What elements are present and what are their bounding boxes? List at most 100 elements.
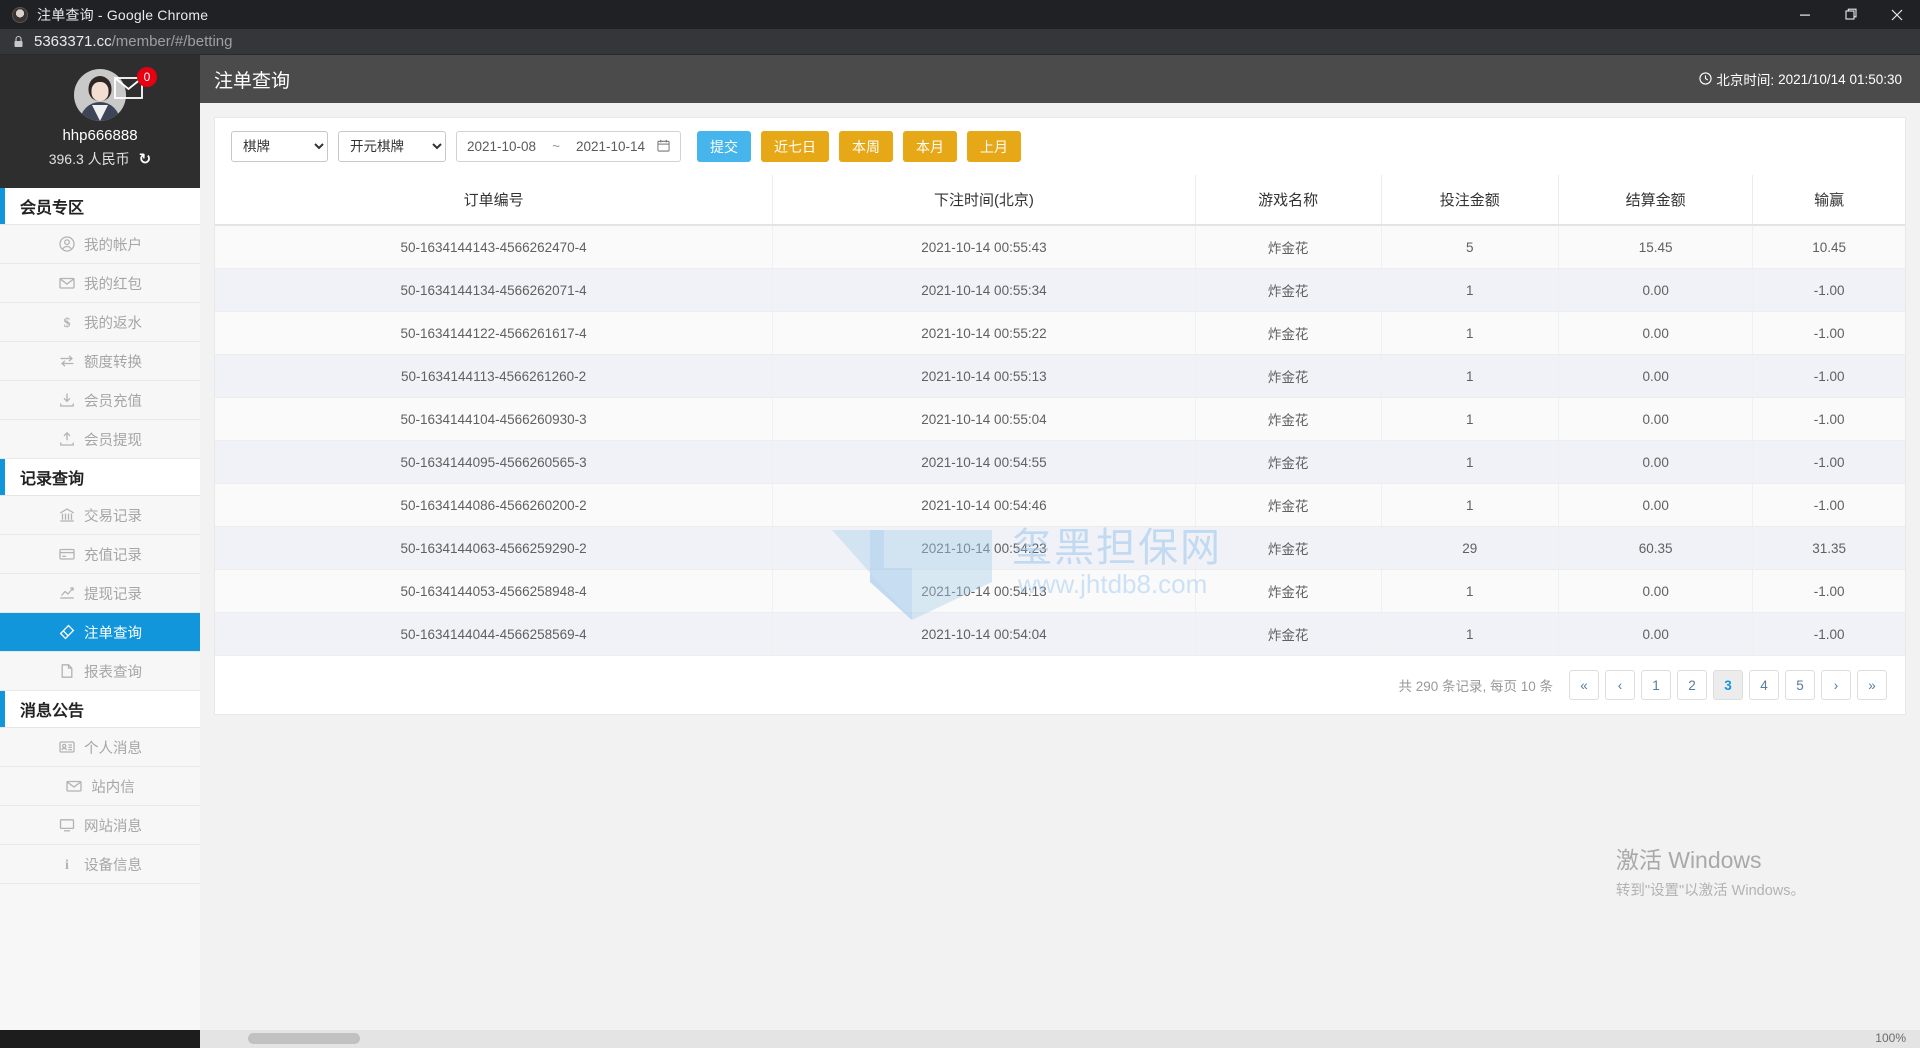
sidebar-item-label: 充值记录 <box>84 547 142 564</box>
address-host: 5363371.cc <box>34 33 112 50</box>
sidebar-item-label: 我的帐户 <box>84 237 142 254</box>
cell-order: 50-1634144143-4566262470-4 <box>215 225 774 269</box>
page-title: 注单查询 <box>214 70 291 92</box>
page-prev[interactable]: ‹ <box>1605 670 1635 700</box>
page-next[interactable]: › <box>1821 670 1851 700</box>
dollar-icon: $ <box>58 314 75 331</box>
table-row[interactable]: 50-1634144095-4566260565-3 2021-10-14 00:… <box>215 440 1905 484</box>
sidebar-group-title: 记录查询 <box>0 459 200 496</box>
sidebar-item-1-2[interactable]: 我的红包 <box>0 264 200 303</box>
sidebar-item-3-2[interactable]: 站内信 <box>0 767 200 806</box>
record-summary: 共 290 条记录, 每页 10 条 <box>1398 679 1553 694</box>
sidebar-item-label: 我的红包 <box>84 276 142 293</box>
quick-range-last-month[interactable]: 上月 <box>967 131 1021 162</box>
sidebar-item-3-4[interactable]: i 设备信息 <box>0 845 200 884</box>
table-row[interactable]: 50-1634144104-4566260930-3 2021-10-14 00:… <box>215 397 1905 441</box>
sidebar-item-1-3[interactable]: $ 我的返水 <box>0 303 200 342</box>
cell-order: 50-1634144104-4566260930-3 <box>215 397 774 441</box>
minimize-icon[interactable] <box>1782 0 1828 29</box>
address-text[interactable]: 5363371.cc/member/#/betting <box>34 33 232 50</box>
date-range-input[interactable]: 2021-10-08 ~ 2021-10-14 <box>456 131 681 162</box>
cell-settle: 0.00 <box>1558 268 1754 312</box>
page-number-2[interactable]: 2 <box>1677 670 1707 700</box>
cell-settle: 0.00 <box>1558 612 1754 656</box>
page-last[interactable]: » <box>1857 670 1887 700</box>
column-header-settle[interactable]: 结算金额 <box>1558 175 1754 226</box>
page-number-5[interactable]: 5 <box>1785 670 1815 700</box>
table-header-row: 订单编号 下注时间(北京) 游戏名称 投注金额 结算金额 输赢 <box>215 175 1905 226</box>
close-icon[interactable] <box>1874 0 1920 29</box>
column-header-game[interactable]: 游戏名称 <box>1195 175 1382 226</box>
browser-address-bar[interactable]: 5363371.cc/member/#/betting <box>0 29 1920 55</box>
browser-titlebar: 注单查询 - Google Chrome <box>0 0 1920 29</box>
sidebar-item-2-3[interactable]: 提现记录 <box>0 574 200 613</box>
sidebar-item-3-1[interactable]: 个人消息 <box>0 728 200 767</box>
bottom-scrollbar[interactable]: 100% <box>0 1030 1920 1048</box>
card-icon <box>58 546 75 563</box>
cell-winlose: -1.00 <box>1752 354 1905 398</box>
quick-range-this-month[interactable]: 本月 <box>903 131 957 162</box>
address-path: /member/#/betting <box>111 33 233 50</box>
table-row[interactable]: 50-1634144086-4566260200-2 2021-10-14 00:… <box>215 483 1905 527</box>
refresh-icon[interactable]: ↻ <box>138 151 152 168</box>
sidebar-item-2-2[interactable]: 充值记录 <box>0 535 200 574</box>
page-number-3[interactable]: 3 <box>1713 670 1743 700</box>
sidebar-item-3-3[interactable]: 网站消息 <box>0 806 200 845</box>
sidebar-item-1-6[interactable]: 会员提现 <box>0 420 200 459</box>
mail-badge: 0 <box>137 67 157 87</box>
sidebar-item-2-4[interactable]: 注单查询 <box>0 613 200 652</box>
cell-bet: 1 <box>1381 354 1560 398</box>
quick-range-last7[interactable]: 近七日 <box>761 131 829 162</box>
column-header-bet[interactable]: 投注金额 <box>1381 175 1560 226</box>
cell-time: 2021-10-14 00:55:13 <box>772 354 1196 398</box>
submit-button[interactable]: 提交 <box>697 131 751 162</box>
table-footer: 共 290 条记录, 每页 10 条 «‹ 1 2 3 4 5 ›» <box>215 656 1905 714</box>
column-header-order[interactable]: 订单编号 <box>215 175 774 226</box>
table-body: 50-1634144143-4566262470-4 2021-10-14 00:… <box>215 225 1905 656</box>
column-header-winlose[interactable]: 输赢 <box>1752 175 1905 226</box>
sidebar-nav: 会员专区我的帐户我的红包 $ 我的返水 额度转换 会员充值 会员提现 记录查询交易记录充值记… <box>0 188 200 884</box>
zoom-indicator: 100% <box>1875 1031 1906 1045</box>
cell-bet: 1 <box>1381 268 1560 312</box>
table-row[interactable]: 50-1634144122-4566261617-4 2021-10-14 00:… <box>215 311 1905 355</box>
sidebar-item-1-4[interactable]: 额度转换 <box>0 342 200 381</box>
page-number-1[interactable]: 1 <box>1641 670 1671 700</box>
sidebar-group-title: 会员专区 <box>0 188 200 225</box>
sidebar-item-label: 交易记录 <box>84 508 142 525</box>
cell-time: 2021-10-14 00:55:04 <box>772 397 1196 441</box>
sidebar-item-2-1[interactable]: 交易记录 <box>0 496 200 535</box>
table-row[interactable]: 50-1634144053-4566258948-4 2021-10-14 00:… <box>215 569 1905 613</box>
page-first[interactable]: « <box>1569 670 1599 700</box>
cell-order: 50-1634144086-4566260200-2 <box>215 483 774 527</box>
bottom-strip-dark <box>0 1030 200 1048</box>
sidebar-item-label: 注单查询 <box>84 625 142 642</box>
user-circle-icon <box>58 236 75 253</box>
sidebar-group-title: 消息公告 <box>0 691 200 728</box>
sidebar-item-1-5[interactable]: 会员充值 <box>0 381 200 420</box>
table-row[interactable]: 50-1634144134-4566262071-4 2021-10-14 00:… <box>215 268 1905 312</box>
table-row[interactable]: 50-1634144113-4566261260-2 2021-10-14 00:… <box>215 354 1905 398</box>
column-header-time[interactable]: 下注时间(北京) <box>772 175 1196 226</box>
table-row[interactable]: 50-1634144063-4566259290-2 2021-10-14 00:… <box>215 526 1905 570</box>
filter-bar: 棋牌 开元棋牌 2021-10-08 ~ 2021-10-14 提交 <box>214 117 1906 176</box>
transfer-icon <box>58 353 75 370</box>
table-row[interactable]: 50-1634144044-4566258569-4 2021-10-14 00:… <box>215 612 1905 656</box>
sidebar-item-1-1[interactable]: 我的帐户 <box>0 225 200 264</box>
sidebar-item-2-5[interactable]: 报表查询 <box>0 652 200 691</box>
cell-time: 2021-10-14 00:54:23 <box>772 526 1196 570</box>
category-select[interactable]: 棋牌 <box>231 131 328 162</box>
calendar-icon[interactable] <box>657 139 670 155</box>
mail-icon[interactable]: 0 <box>114 67 157 105</box>
maximize-icon[interactable] <box>1828 0 1874 29</box>
cell-winlose: -1.00 <box>1752 612 1905 656</box>
horizontal-scroll-thumb[interactable] <box>248 1033 360 1044</box>
cell-bet: 1 <box>1381 612 1560 656</box>
platform-select[interactable]: 开元棋牌 <box>338 131 446 162</box>
browser-tab-title[interactable]: 注单查询 - Google Chrome <box>37 6 209 23</box>
cell-winlose: -1.00 <box>1752 397 1905 441</box>
table-row[interactable]: 50-1634144143-4566262470-4 2021-10-14 00:… <box>215 225 1905 269</box>
quick-range-this-week[interactable]: 本周 <box>839 131 893 162</box>
page-number-4[interactable]: 4 <box>1749 670 1779 700</box>
ticket-icon <box>58 624 75 641</box>
table-card: 订单编号 下注时间(北京) 游戏名称 投注金额 结算金额 输赢 50-16341… <box>214 175 1906 715</box>
